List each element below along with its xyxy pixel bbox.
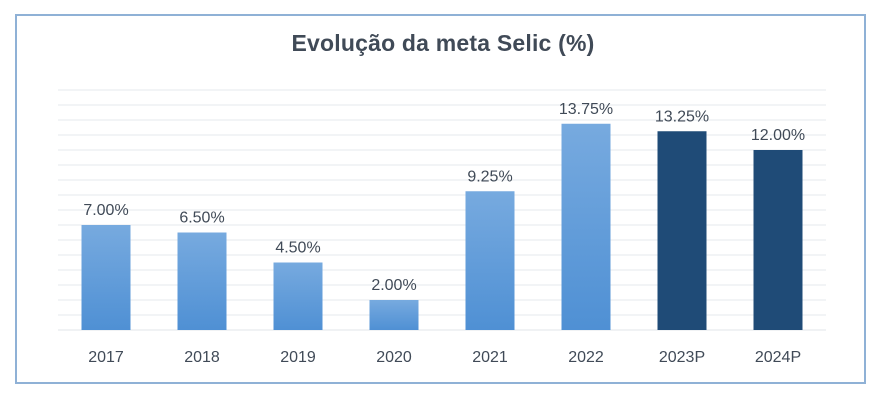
x-tick-2019: 2019: [280, 349, 316, 366]
bar-2024p: [753, 150, 803, 330]
bar-2017: [81, 225, 131, 330]
bar-2022: [561, 123, 611, 330]
value-label-2022: 13.75%: [559, 101, 613, 118]
bar-2020: [369, 300, 419, 330]
chart-title: Evolução da meta Selic (%): [291, 30, 595, 56]
value-label-2017: 7.00%: [83, 202, 128, 219]
bars: [81, 123, 803, 330]
x-tick-labels: 2017 2018 2019 2020 2021 2022 2023P 2024P: [88, 349, 801, 366]
bar-2018: [177, 232, 227, 330]
x-tick-2022: 2022: [568, 349, 604, 366]
bar-2021: [465, 191, 515, 330]
x-tick-2023p: 2023P: [659, 349, 705, 366]
value-label-2019: 4.50%: [275, 240, 320, 257]
x-tick-2024p: 2024P: [755, 349, 801, 366]
x-tick-2020: 2020: [376, 349, 412, 366]
x-tick-2021: 2021: [472, 349, 508, 366]
value-label-2020: 2.00%: [371, 277, 416, 294]
bar-2019: [273, 262, 323, 330]
chart-frame: [15, 14, 866, 384]
x-tick-2017: 2017: [88, 349, 124, 366]
value-label-2021: 9.25%: [467, 168, 512, 185]
x-tick-2018: 2018: [184, 349, 220, 366]
value-labels: 7.00% 6.50% 4.50% 2.00% 9.25% 13.75% 13.25% 12.…: [83, 101, 805, 294]
value-label-2023p: 13.25%: [655, 108, 709, 125]
bar-2023p: [657, 131, 707, 330]
grid-lines: [58, 89, 826, 331]
value-label-2024p: 12.00%: [751, 127, 805, 144]
value-label-2018: 6.50%: [179, 210, 224, 227]
